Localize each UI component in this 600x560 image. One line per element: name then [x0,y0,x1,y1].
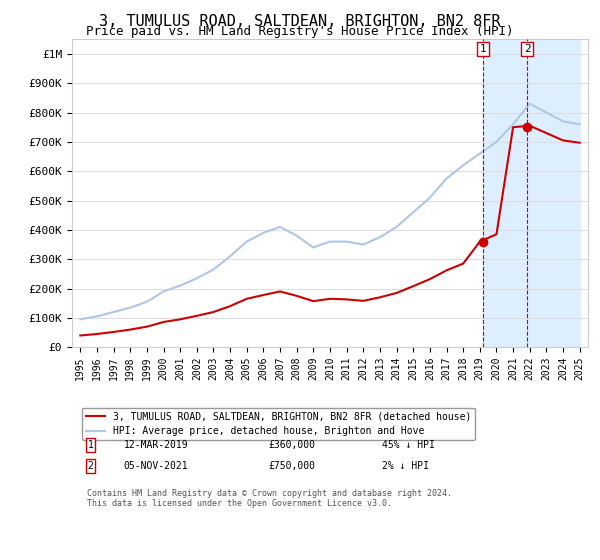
Text: 2% ↓ HPI: 2% ↓ HPI [382,461,428,471]
Text: £360,000: £360,000 [268,440,315,450]
Text: 3, TUMULUS ROAD, SALTDEAN, BRIGHTON, BN2 8FR: 3, TUMULUS ROAD, SALTDEAN, BRIGHTON, BN2… [99,14,501,29]
Text: Price paid vs. HM Land Registry's House Price Index (HPI): Price paid vs. HM Land Registry's House … [86,25,514,38]
Text: 1: 1 [88,440,94,450]
Bar [483,39,580,347]
Text: Contains HM Land Registry data © Crown copyright and database right 2024.
This d: Contains HM Land Registry data © Crown c… [88,489,452,508]
Text: £750,000: £750,000 [268,461,315,471]
Text: 2: 2 [524,44,530,54]
Text: 2: 2 [88,461,94,471]
Text: 45% ↓ HPI: 45% ↓ HPI [382,440,434,450]
Text: 05-NOV-2021: 05-NOV-2021 [124,461,188,471]
Text: 1: 1 [479,44,487,54]
Legend: 3, TUMULUS ROAD, SALTDEAN, BRIGHTON, BN2 8FR (detached house), HPI: Average pric: 3, TUMULUS ROAD, SALTDEAN, BRIGHTON, BN2… [82,408,475,440]
Text: 12-MAR-2019: 12-MAR-2019 [124,440,188,450]
